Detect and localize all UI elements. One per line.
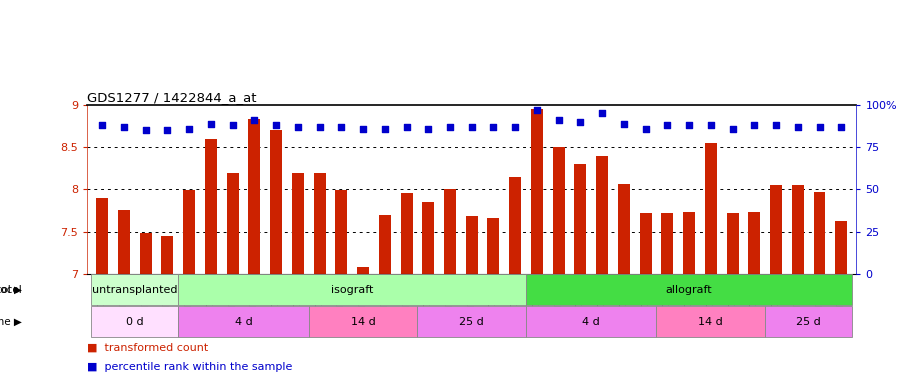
Bar — [526, 274, 852, 305]
Bar — [639, 213, 651, 274]
Point — [334, 124, 349, 130]
Bar — [313, 172, 325, 274]
Bar — [748, 212, 760, 274]
Point — [573, 119, 588, 125]
Point — [507, 124, 522, 130]
Text: ■  percentile rank within the sample: ■ percentile rank within the sample — [87, 362, 292, 372]
Bar — [309, 306, 418, 337]
Text: 4 d: 4 d — [234, 316, 253, 327]
Point — [355, 126, 370, 132]
Text: protocol ▶: protocol ▶ — [0, 285, 22, 295]
Bar — [726, 213, 738, 274]
Point — [551, 117, 566, 123]
Point — [182, 126, 197, 132]
Point — [290, 124, 305, 130]
Bar — [618, 184, 630, 274]
Bar — [179, 306, 309, 337]
Point — [812, 124, 827, 130]
Point — [377, 126, 392, 132]
Point — [138, 127, 153, 133]
Bar — [179, 274, 526, 305]
Bar — [465, 216, 478, 274]
Bar — [270, 130, 282, 274]
Bar — [770, 185, 782, 274]
Bar — [96, 198, 108, 274]
Bar — [118, 210, 130, 274]
Point — [616, 120, 631, 126]
Text: 0 d: 0 d — [126, 316, 144, 327]
Bar — [418, 306, 526, 337]
Bar — [92, 274, 179, 305]
Point — [464, 124, 479, 130]
Bar — [379, 214, 391, 274]
Bar — [400, 193, 412, 274]
Bar — [292, 172, 304, 274]
Text: isograft: isograft — [331, 285, 374, 295]
Point — [95, 122, 110, 128]
Point — [747, 122, 761, 128]
Point — [638, 126, 653, 132]
Bar — [704, 143, 717, 274]
Bar — [552, 147, 564, 274]
Bar — [248, 119, 260, 274]
Point — [421, 126, 436, 132]
Bar — [791, 185, 803, 274]
Point — [160, 127, 175, 133]
Bar — [140, 233, 152, 274]
Bar — [487, 218, 499, 274]
Bar — [444, 189, 456, 274]
Bar — [531, 109, 543, 274]
Point — [682, 122, 696, 128]
Bar — [422, 202, 434, 274]
Point — [247, 117, 262, 123]
Bar — [835, 221, 847, 274]
Point — [116, 124, 131, 130]
Bar — [765, 306, 852, 337]
Text: 14 d: 14 d — [351, 316, 376, 327]
Point — [486, 124, 501, 130]
Text: 4 d: 4 d — [583, 316, 600, 327]
Point — [725, 126, 740, 132]
Bar — [526, 306, 657, 337]
Point — [769, 122, 783, 128]
Bar — [183, 190, 195, 274]
Bar — [335, 190, 347, 274]
Point — [791, 124, 805, 130]
Bar — [657, 306, 765, 337]
Text: time ▶: time ▶ — [0, 316, 22, 327]
Point — [203, 120, 218, 126]
Point — [442, 124, 457, 130]
Point — [660, 122, 675, 128]
Point — [834, 124, 848, 130]
Text: 25 d: 25 d — [459, 316, 485, 327]
Bar — [661, 213, 673, 274]
Point — [399, 124, 414, 130]
Text: untransplanted: untransplanted — [93, 285, 178, 295]
Bar — [161, 236, 173, 274]
Text: allograft: allograft — [666, 285, 713, 295]
Point — [268, 122, 283, 128]
Point — [529, 107, 544, 113]
Bar — [226, 172, 239, 274]
Bar — [357, 267, 369, 274]
Bar — [813, 192, 825, 274]
Point — [703, 122, 718, 128]
Point — [225, 122, 240, 128]
Bar — [92, 306, 179, 337]
Bar — [205, 139, 217, 274]
Text: GDS1277 / 1422844_a_at: GDS1277 / 1422844_a_at — [87, 91, 256, 104]
Bar — [509, 177, 521, 274]
Text: 14 d: 14 d — [699, 316, 724, 327]
Text: protocol: protocol — [0, 285, 22, 295]
Text: 25 d: 25 d — [796, 316, 821, 327]
Bar — [574, 164, 586, 274]
Point — [312, 124, 327, 130]
Text: ■  transformed count: ■ transformed count — [87, 343, 208, 353]
Bar — [683, 212, 695, 274]
Bar — [596, 156, 608, 274]
Point — [594, 110, 609, 116]
